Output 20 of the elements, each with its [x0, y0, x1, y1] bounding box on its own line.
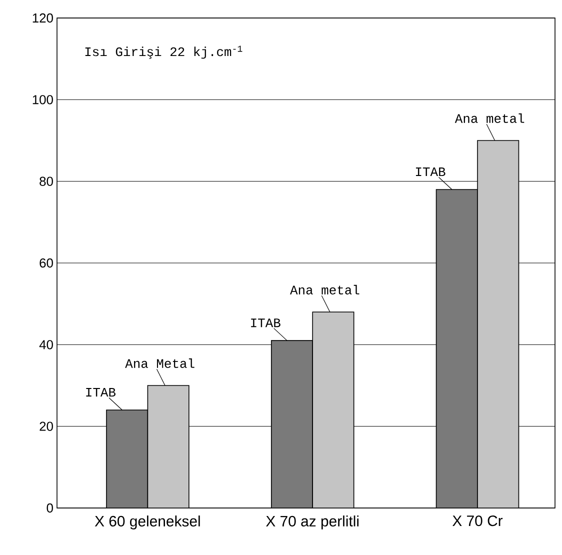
x-tick-label: X 70 az perlitli — [266, 516, 358, 530]
y-tick-label: 20 — [40, 422, 53, 431]
bar — [477, 140, 520, 508]
y-tick-label: 80 — [40, 176, 53, 186]
bar — [147, 385, 190, 508]
x-tick-label: X 60 geleneksel — [94, 516, 200, 530]
annotation: ITAB — [251, 318, 280, 328]
annotation: Ana Metal — [125, 358, 194, 368]
annotation: ITAB — [86, 388, 116, 397]
bar — [312, 312, 354, 508]
x-tick-label: X 70 Cr — [452, 516, 503, 526]
annotation: Ana metal — [454, 113, 524, 123]
annotation: ITAB — [416, 168, 446, 176]
y-tick-label: 100 — [32, 95, 53, 104]
y-tick-label: 40 — [39, 340, 53, 350]
annotation: Isı Girişi 22 kj.cm$^{-1}$ — [85, 46, 242, 59]
annotation: Ana metal — [290, 284, 360, 294]
y-tick-label: 120 — [32, 13, 53, 23]
y-tick-label: 60 — [40, 258, 53, 268]
y-tick-label: 0 — [46, 503, 53, 513]
